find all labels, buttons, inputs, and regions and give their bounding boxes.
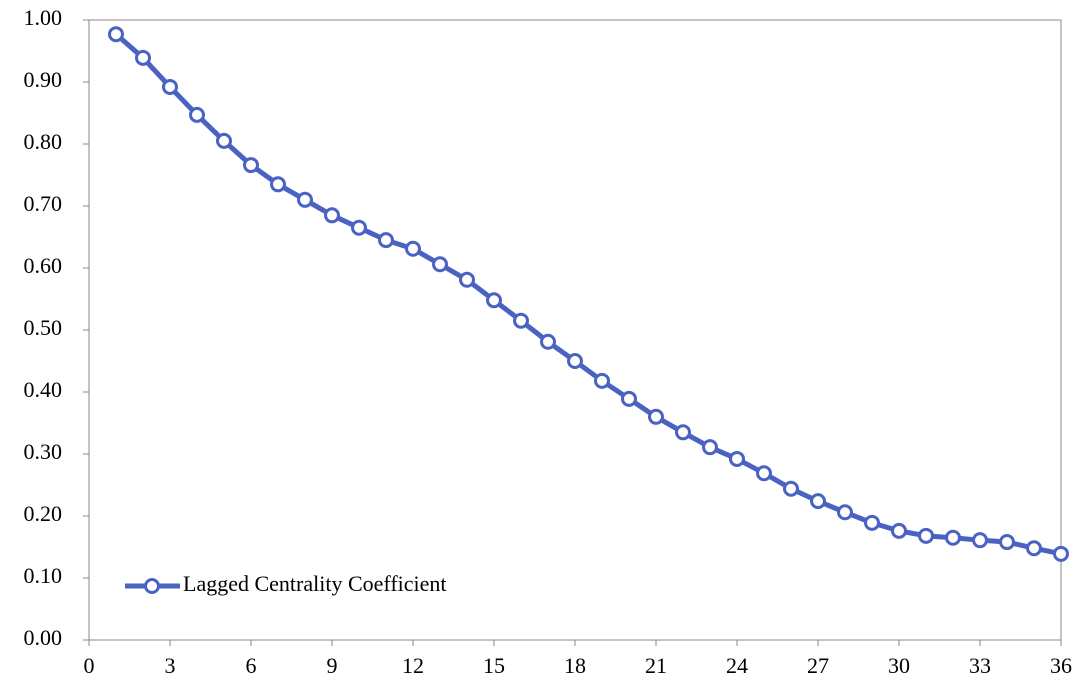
- x-tick-label: 21: [645, 653, 667, 678]
- data-point: [648, 408, 664, 425]
- data-point: [297, 191, 313, 208]
- data-point: [756, 465, 772, 482]
- data-point: [108, 26, 124, 43]
- data-point: [135, 49, 151, 66]
- y-tick-label: 0.90: [24, 67, 63, 92]
- data-point: [351, 219, 367, 236]
- data-point: [459, 271, 475, 288]
- data-point: [972, 532, 988, 549]
- data-point: [864, 514, 880, 531]
- data-point: [837, 504, 853, 521]
- data-point: [189, 106, 205, 123]
- y-tick-label: 0.40: [24, 377, 63, 402]
- data-point: [945, 529, 961, 546]
- data-point: [378, 232, 394, 249]
- x-tick-label: 36: [1050, 653, 1072, 678]
- data-point: [567, 353, 583, 369]
- data-point: [162, 78, 178, 95]
- data-point: [918, 527, 934, 544]
- legend-label: Lagged Centrality Coefficient: [183, 571, 447, 596]
- data-point: [621, 390, 637, 407]
- data-point: [999, 534, 1015, 551]
- data-point: [1026, 540, 1042, 557]
- data-point: [243, 157, 259, 174]
- legend-marker: [144, 578, 160, 594]
- x-tick-label: 33: [969, 653, 991, 678]
- data-point: [216, 132, 232, 149]
- x-tick-label: 30: [888, 653, 910, 678]
- plot-frame: [88, 19, 1062, 641]
- data-point: [783, 480, 799, 497]
- x-tick-label: 12: [402, 653, 424, 678]
- x-tick-label: 0: [84, 653, 95, 678]
- data-point: [810, 493, 826, 510]
- data-point: [702, 439, 718, 456]
- x-tick-label: 27: [807, 653, 829, 678]
- x-tick-label: 18: [564, 653, 586, 678]
- y-tick-label: 0.70: [24, 191, 63, 216]
- data-point: [270, 176, 286, 193]
- y-tick-label: 0.00: [24, 625, 63, 650]
- y-tick-label: 0.30: [24, 439, 63, 464]
- y-tick-label: 0.60: [24, 253, 63, 278]
- y-tick-label: 1.00: [24, 5, 63, 30]
- x-tick-label: 3: [165, 653, 176, 678]
- y-tick-label: 0.10: [24, 563, 63, 588]
- series-line: [114, 32, 1062, 557]
- data-point: [405, 240, 421, 257]
- x-tick-label: 24: [726, 653, 748, 678]
- y-tick-label: 0.20: [24, 501, 63, 526]
- y-tick-label: 0.50: [24, 315, 63, 340]
- data-point: [432, 256, 448, 273]
- data-point: [540, 333, 556, 350]
- data-point: [891, 522, 907, 539]
- x-tick-label: 9: [327, 653, 338, 678]
- data-point: [729, 450, 745, 467]
- x-tick-label: 6: [246, 653, 257, 678]
- x-tick-label: 15: [483, 653, 505, 678]
- data-point: [513, 312, 529, 329]
- data-point: [594, 372, 610, 389]
- data-point: [1053, 545, 1069, 562]
- data-point: [486, 292, 502, 309]
- data-point: [675, 424, 691, 441]
- data-point: [324, 207, 340, 224]
- y-tick-label: 0.80: [24, 129, 63, 154]
